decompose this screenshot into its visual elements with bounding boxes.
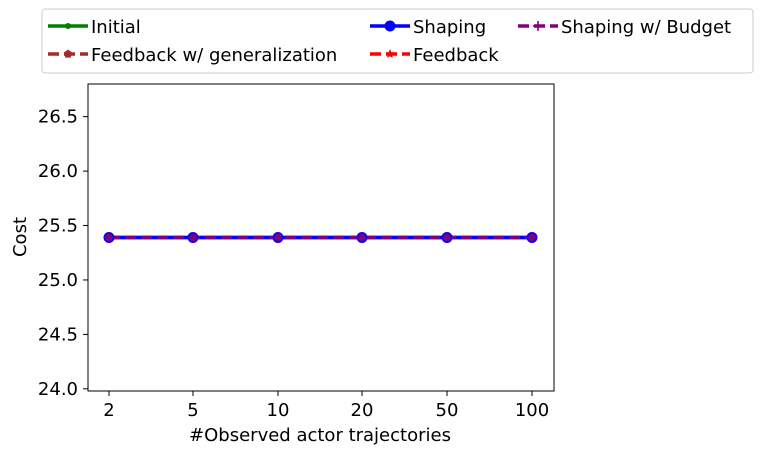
legend-marker xyxy=(385,49,395,58)
legend-entry: Shaping xyxy=(370,17,486,38)
legend-label: Initial xyxy=(91,17,141,38)
x-axis-ticks: 2 5 10 20 50 100 xyxy=(103,391,549,421)
series-point-overlay xyxy=(188,232,198,243)
x-tick-label: 20 xyxy=(351,400,374,421)
legend-entry: Shaping w/ Budget xyxy=(518,17,731,38)
y-tick-label: 24.5 xyxy=(38,324,78,345)
series-point-overlay xyxy=(273,232,283,243)
legend-label: Shaping w/ Budget xyxy=(561,17,731,38)
series-layer xyxy=(103,232,538,243)
x-tick-label: 5 xyxy=(187,400,198,421)
series-point-overlay xyxy=(357,232,367,243)
y-tick-label: 26.5 xyxy=(38,107,78,128)
y-axis-ticks: 24.0 24.5 25.0 25.5 26.0 26.5 xyxy=(38,107,88,400)
legend: Initial Shaping Shaping w/ Budget Feedback … xyxy=(41,8,754,74)
x-tick-label: 100 xyxy=(515,400,549,421)
legend-label: Shaping xyxy=(413,17,486,38)
legend-marker xyxy=(65,23,71,29)
x-axis-label: #Observed actor trajectories xyxy=(189,425,451,446)
legend-marker xyxy=(533,21,543,31)
legend-entry: Initial xyxy=(48,17,141,38)
y-tick-label: 24.0 xyxy=(38,379,78,400)
y-tick-label: 26.0 xyxy=(38,161,78,182)
x-tick-label: 50 xyxy=(436,400,459,421)
series-point-overlay xyxy=(527,232,537,243)
legend-label: Feedback xyxy=(413,45,499,66)
series-point-overlay xyxy=(104,232,114,243)
legend-marker xyxy=(384,20,396,32)
y-tick-label: 25.5 xyxy=(38,216,78,237)
legend-entry: Feedback w/ generalization xyxy=(48,45,337,66)
x-tick-label: 10 xyxy=(267,400,290,421)
legend-marker xyxy=(63,49,73,58)
y-tick-label: 25.0 xyxy=(38,270,78,291)
legend-entry: Feedback xyxy=(370,45,499,66)
y-axis-label: Cost xyxy=(10,217,31,257)
series-point-overlay xyxy=(442,232,452,243)
legend-frame xyxy=(41,8,754,74)
x-tick-label: 2 xyxy=(103,400,114,421)
legend-label: Feedback w/ generalization xyxy=(91,45,337,66)
